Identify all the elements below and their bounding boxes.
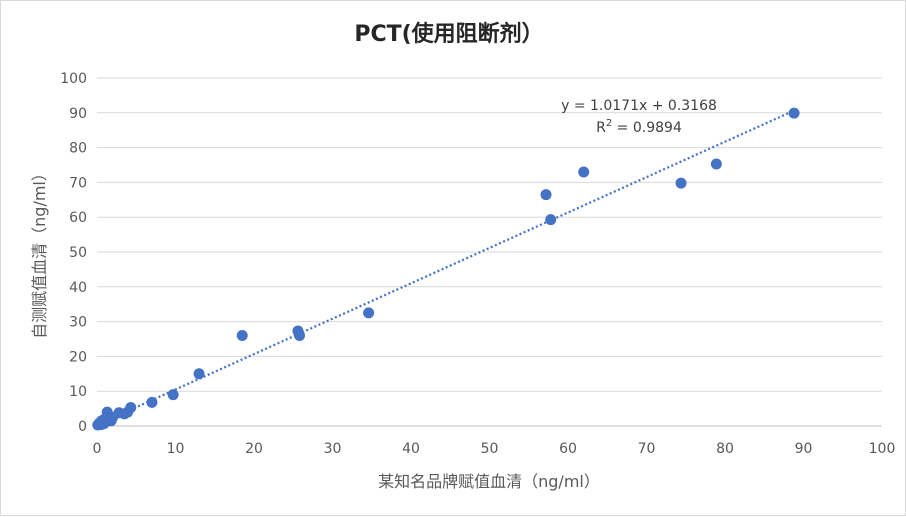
y-tick-label: 90 bbox=[69, 106, 87, 122]
y-tick-label: 20 bbox=[69, 349, 87, 365]
data-point-22 bbox=[236, 330, 248, 342]
data-points bbox=[92, 107, 800, 431]
x-tick-label: 100 bbox=[869, 441, 896, 457]
y-tick-labels: 0 10 20 30 40 50 60 70 80 90 100 bbox=[60, 71, 87, 435]
x-tick-labels: 0 10 20 30 40 50 60 70 80 90 100 bbox=[93, 441, 896, 457]
data-point-20 bbox=[167, 389, 179, 401]
data-point-31 bbox=[788, 107, 800, 119]
y-tick-label: 80 bbox=[69, 141, 87, 157]
r-squared-value: = 0.9894 bbox=[612, 120, 682, 136]
y-tick-label: 60 bbox=[69, 210, 87, 226]
x-tick-label: 20 bbox=[245, 441, 263, 457]
x-tick-label: 0 bbox=[93, 441, 102, 457]
y-tick-label: 100 bbox=[60, 71, 87, 87]
data-point-18 bbox=[125, 402, 137, 414]
x-tick-label: 80 bbox=[716, 441, 734, 457]
r-squared-label: R2 = 0.9894 bbox=[596, 118, 682, 136]
data-point-25 bbox=[363, 307, 375, 319]
x-tick-label: 90 bbox=[795, 441, 813, 457]
y-tick-label: 0 bbox=[78, 419, 87, 435]
y-tick-label: 40 bbox=[69, 280, 87, 296]
y-tick-label: 50 bbox=[69, 245, 87, 261]
gridlines bbox=[97, 77, 882, 427]
x-tick-label: 50 bbox=[481, 441, 499, 457]
x-axis-title: 某知名品牌赋值血清（ng/ml） bbox=[378, 472, 600, 491]
x-tick-label: 40 bbox=[402, 441, 420, 457]
x-tick-label: 30 bbox=[324, 441, 342, 457]
data-point-27 bbox=[545, 214, 557, 226]
y-tick-label: 30 bbox=[69, 315, 87, 331]
trendline-equation: y = 1.0171x + 0.3168 bbox=[561, 98, 717, 114]
trendline bbox=[96, 109, 795, 426]
data-point-24 bbox=[294, 330, 306, 342]
data-point-30 bbox=[710, 158, 722, 170]
x-tick-label: 60 bbox=[559, 441, 577, 457]
chart-title: PCT(使用阻断剂） bbox=[354, 21, 543, 47]
y-tick-label: 10 bbox=[69, 384, 87, 400]
r-squared-symbol: R bbox=[596, 120, 606, 136]
x-tick-label: 70 bbox=[638, 441, 656, 457]
y-axis-title: 自测赋值血清（ng/ml） bbox=[30, 165, 49, 339]
data-point-29 bbox=[675, 177, 687, 189]
r-squared-superscript: 2 bbox=[606, 118, 612, 129]
y-tick-label: 70 bbox=[69, 175, 87, 191]
data-point-19 bbox=[146, 396, 158, 408]
data-point-28 bbox=[578, 166, 590, 178]
data-point-26 bbox=[540, 189, 552, 201]
x-tick-label: 10 bbox=[167, 441, 185, 457]
data-point-21 bbox=[193, 368, 205, 380]
